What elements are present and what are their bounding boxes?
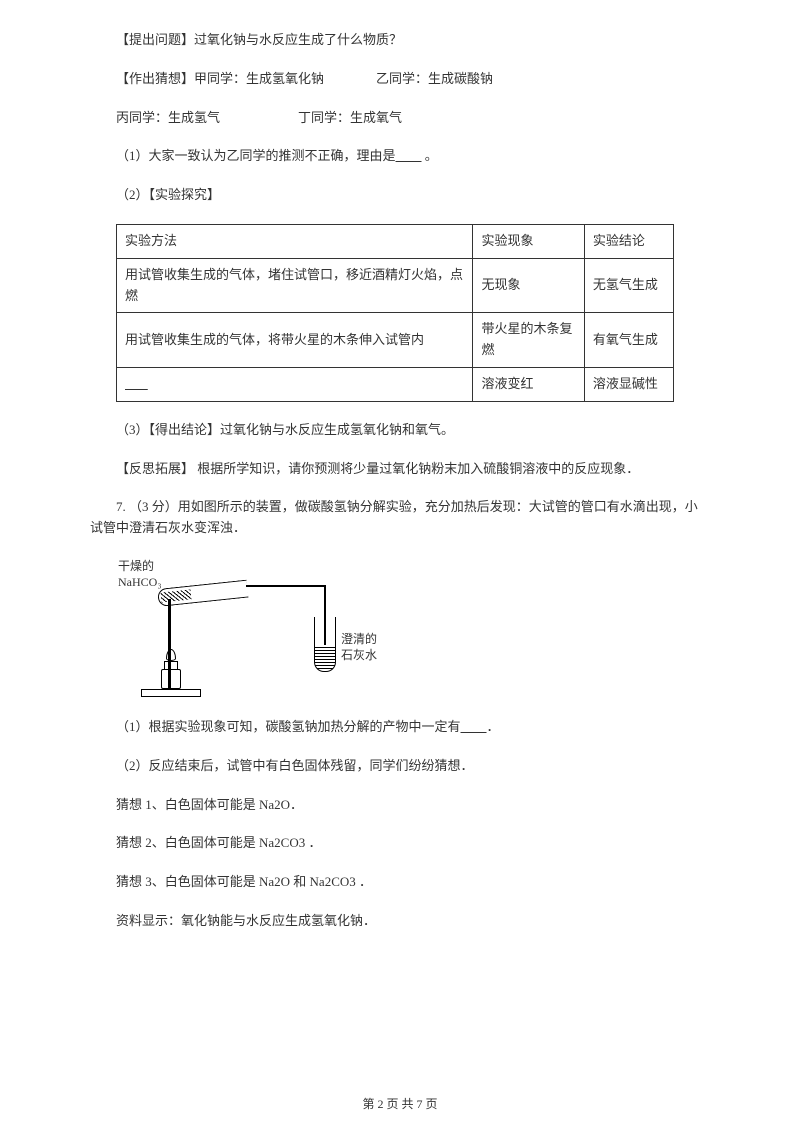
blank-field[interactable] (461, 719, 487, 734)
table-row: 实验方法 实验现象 实验结论 (117, 224, 674, 258)
table-row: 用试管收集生成的气体，将带火星的木条伸入试管内 带火星的木条复燃 有氧气生成 (117, 313, 674, 368)
question-prompt: 【提出问题】过氧化钠与水反应生成了什么物质？ (90, 30, 710, 51)
label-nahco3: 干燥的 NaHCO₃ (118, 559, 162, 590)
question-7: 7. （3 分）用如图所示的装置，做碳酸氢钠分解实验，充分加热后发现：大试管的管… (90, 497, 710, 539)
page-footer: 第 2 页 共 7 页 (0, 1095, 800, 1114)
q7-1-text: （1）根据实验现象可知，碳酸氢钠加热分解的产物中一定有 (116, 719, 461, 734)
table-cell: 无现象 (473, 258, 584, 313)
item-2: （2）【实验探究】 (90, 185, 710, 206)
guess-1: 猜想 1、白色固体可能是 Na2O． (90, 795, 710, 816)
table-cell: 溶液变红 (473, 367, 584, 401)
table-cell: 用试管收集生成的气体，将带火星的木条伸入试管内 (117, 313, 473, 368)
label-text: 干燥的 (118, 559, 154, 573)
experiment-table: 实验方法 实验现象 实验结论 用试管收集生成的气体，堵住试管口，移近酒精灯火焰，… (116, 224, 674, 402)
table-cell: 用试管收集生成的气体，堵住试管口，移近酒精灯火焰，点燃 (117, 258, 473, 313)
guess-b: 乙同学：生成碳酸钠 (376, 71, 493, 86)
q7-1-end: ． (487, 719, 500, 734)
liquid-icon (315, 646, 335, 671)
guess-2: 猜想 2、白色固体可能是 Na2CO3 ． (90, 833, 710, 854)
hypothesis-line2: 丙同学：生成氢气 丁同学：生成氧气 (90, 108, 710, 129)
table-cell: 有氧气生成 (584, 313, 673, 368)
label-text: 石灰水 (341, 648, 377, 662)
table-row: 用试管收集生成的气体，堵住试管口，移近酒精灯火焰，点燃 无现象 无氢气生成 (117, 258, 674, 313)
table-header: 实验结论 (584, 224, 673, 258)
table-cell-blank[interactable] (117, 367, 473, 401)
q7-item-1: （1）根据实验现象可知，碳酸氢钠加热分解的产物中一定有 ． (90, 717, 710, 738)
resource-info: 资料显示：氧化钠能与水反应生成氢氧化钠． (90, 911, 710, 932)
item-1-end: 。 (422, 148, 438, 163)
item-1-text: （1）大家一致认为乙同学的推测不正确，理由是 (116, 148, 396, 163)
label-text: NaHCO₃ (118, 575, 162, 589)
table-row: 溶液变红 溶液显碱性 (117, 367, 674, 401)
guess-d: 丁同学：生成氧气 (298, 110, 402, 125)
guess-c: 丙同学：生成氢气 (116, 110, 220, 125)
delivery-tube-icon (246, 585, 326, 587)
stand-base-icon (141, 689, 201, 697)
table-cell: 无氢气生成 (584, 258, 673, 313)
burner-icon (156, 654, 186, 689)
guess-3: 猜想 3、白色固体可能是 Na2O 和 Na2CO3 ． (90, 872, 710, 893)
item-1: （1）大家一致认为乙同学的推测不正确，理由是 。 (90, 146, 710, 167)
small-tube-icon (314, 617, 336, 672)
table-cell: 溶液显碱性 (584, 367, 673, 401)
guess-a: 【作出猜想】甲同学：生成氢氧化钠 (116, 71, 324, 86)
item-3: （3）【得出结论】过氧化钠与水反应生成氢氧化钠和氧气。 (90, 420, 710, 441)
table-header: 实验方法 (117, 224, 473, 258)
label-limewater: 澄清的 石灰水 (341, 632, 377, 663)
table-header: 实验现象 (473, 224, 584, 258)
hypothesis-line1: 【作出猜想】甲同学：生成氢氧化钠 乙同学：生成碳酸钠 (90, 69, 710, 90)
reflect-extend: 【反思拓展】 根据所学知识，请你预测将少量过氧化钠粉末加入硫酸铜溶液中的反应现象… (90, 459, 710, 480)
q7-item-2: （2）反应结束后，试管中有白色固体残留，同学们纷纷猜想． (90, 756, 710, 777)
blank-field[interactable] (396, 148, 422, 163)
apparatus-diagram: 干燥的 NaHCO₃ 澄清的 石灰水 (116, 557, 396, 697)
table-cell: 带火星的木条复燃 (473, 313, 584, 368)
label-text: 澄清的 (341, 632, 377, 646)
